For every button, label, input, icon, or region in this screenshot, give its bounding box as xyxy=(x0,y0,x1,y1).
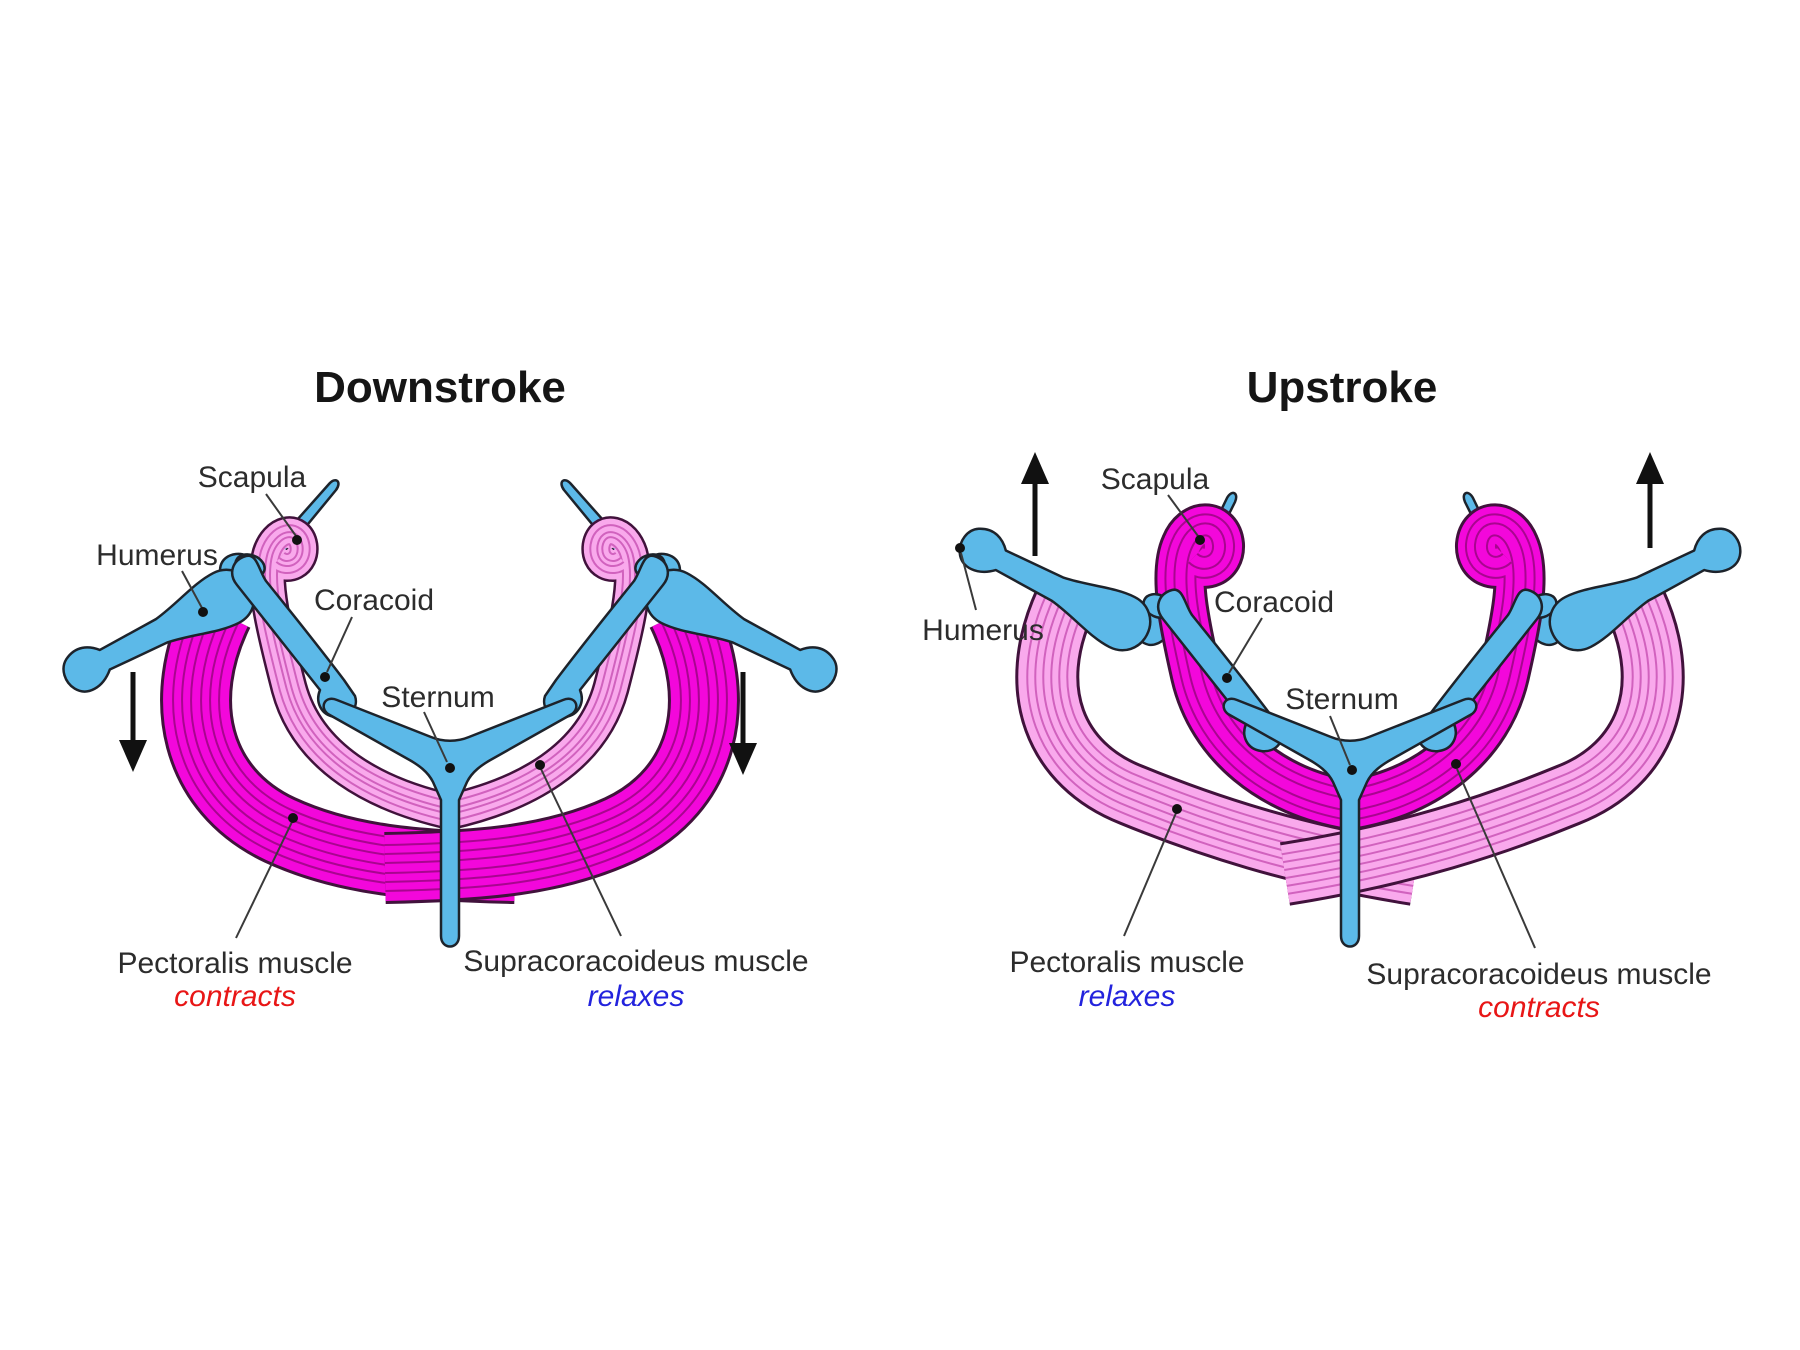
label-supracoracoideus-name: Supracoracoideus muscle xyxy=(463,945,809,978)
leader-line-coracoid xyxy=(326,616,353,673)
label-dot-supracoracoideus xyxy=(535,760,545,770)
label-dot-scapula xyxy=(1195,535,1205,545)
label-dot-scapula xyxy=(292,535,302,545)
label-dot-humerus xyxy=(955,543,965,553)
label-dot-sternum xyxy=(1347,765,1357,775)
label-supracoracoideus-state: contracts xyxy=(1478,991,1600,1024)
label-dot-sternum xyxy=(445,763,455,773)
label-supracoracoideus-state: relaxes xyxy=(587,980,685,1013)
leader-line-pectoralis xyxy=(1123,812,1177,937)
label-sternum: Sternum xyxy=(381,681,495,714)
label-pectoralis-state: relaxes xyxy=(1078,980,1176,1013)
label-dot-coracoid xyxy=(1222,673,1232,683)
leader-line-supracoracoideus xyxy=(540,768,622,937)
leader-line-scapula xyxy=(1167,494,1199,537)
label-pectoralis-name: Pectoralis muscle xyxy=(117,947,353,980)
down-arrow-icon xyxy=(119,672,147,772)
label-pectoralis-state: contracts xyxy=(174,980,296,1013)
label-humerus: Humerus xyxy=(96,539,218,572)
downstroke-annotations xyxy=(119,493,757,939)
panel-title-downstroke: Downstroke xyxy=(314,363,566,412)
label-dot-supracoracoideus xyxy=(1451,759,1461,769)
leader-line-sternum xyxy=(423,711,448,763)
leader-line-humerus xyxy=(960,552,977,611)
leader-line-humerus xyxy=(181,570,203,609)
up-arrow-icon xyxy=(1636,452,1664,548)
leader-line-supracoracoideus xyxy=(1456,768,1536,949)
label-coracoid: Coracoid xyxy=(1213,586,1335,619)
label-dot-coracoid xyxy=(320,672,330,682)
label-dot-pectoralis xyxy=(1172,804,1182,814)
leader-line-coracoid xyxy=(1228,617,1263,674)
label-sternum: Sternum xyxy=(1285,683,1399,716)
panel-title-upstroke: Upstroke xyxy=(1246,363,1438,412)
leader-line-pectoralis xyxy=(235,821,293,939)
label-pectoralis-name: Pectoralis muscle xyxy=(1009,946,1245,979)
leader-line-sternum xyxy=(1329,715,1351,766)
leader-line-scapula xyxy=(265,493,297,537)
upstroke-annotations xyxy=(955,452,1664,949)
label-scapula: Scapula xyxy=(197,461,307,494)
label-coracoid: Coracoid xyxy=(313,584,435,617)
label-scapula: Scapula xyxy=(1100,463,1210,496)
label-humerus: Humerus xyxy=(922,614,1044,647)
label-dot-pectoralis xyxy=(288,813,298,823)
down-arrow-icon xyxy=(729,672,757,775)
panel-upstroke-drawing xyxy=(948,493,1750,948)
sternum-bone xyxy=(322,697,578,948)
label-supracoracoideus-name: Supracoracoideus muscle xyxy=(1366,958,1712,991)
up-arrow-icon xyxy=(1021,452,1049,556)
label-dot-humerus xyxy=(198,607,208,617)
